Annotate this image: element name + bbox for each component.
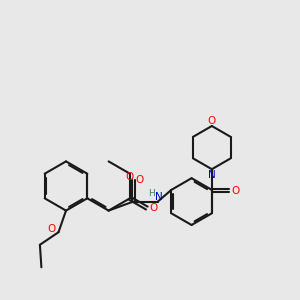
- Text: O: O: [136, 175, 144, 185]
- Text: O: O: [126, 172, 134, 182]
- Text: O: O: [232, 186, 240, 196]
- Text: N: N: [155, 192, 163, 202]
- Text: O: O: [208, 116, 216, 126]
- Text: O: O: [149, 203, 158, 213]
- Text: O: O: [47, 224, 55, 234]
- Text: N: N: [208, 169, 216, 180]
- Text: H: H: [148, 189, 154, 198]
